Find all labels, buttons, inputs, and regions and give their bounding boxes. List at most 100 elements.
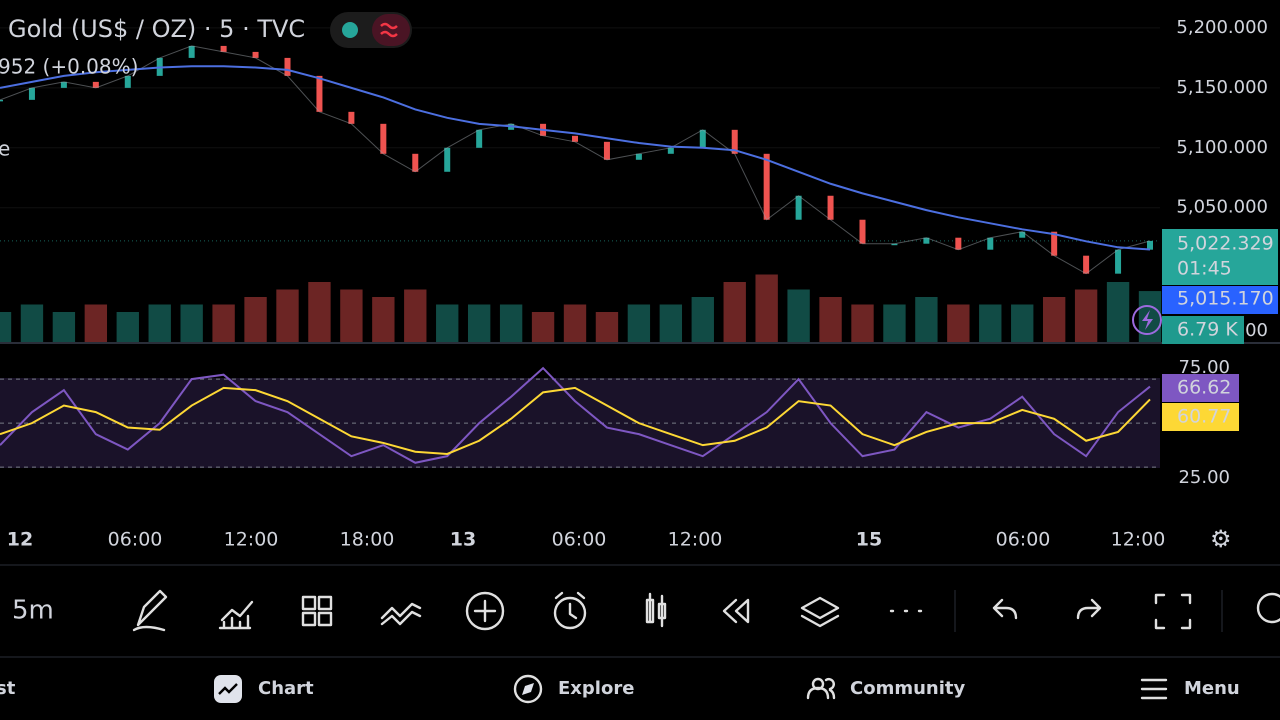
candle bbox=[1051, 231, 1058, 256]
ma-badge bbox=[1162, 286, 1278, 314]
candle bbox=[827, 195, 834, 220]
rsi-ma-label: 60.77 bbox=[1177, 406, 1231, 428]
indicators[interactable] bbox=[218, 600, 254, 630]
y-tick-label: 5,200.000 bbox=[1176, 17, 1268, 38]
volume-bar bbox=[595, 312, 619, 342]
rsi-badge bbox=[1162, 374, 1239, 402]
volume-bar bbox=[883, 304, 906, 342]
candle bbox=[763, 153, 770, 220]
object-tree[interactable] bbox=[800, 596, 840, 628]
interval-button[interactable]: 5m bbox=[12, 596, 54, 626]
candle bbox=[476, 129, 483, 148]
explore-needle bbox=[522, 683, 534, 695]
price-change: 952 (+0.08%) bbox=[0, 55, 138, 79]
nav-item[interactable]: Menu bbox=[1184, 678, 1240, 699]
rsi-tick-label: 25.00 bbox=[1178, 467, 1230, 488]
countdown: 01:45 bbox=[1177, 258, 1232, 280]
candle bbox=[380, 123, 387, 154]
candle bbox=[987, 237, 994, 250]
undo[interactable] bbox=[992, 598, 1018, 620]
candle bbox=[124, 75, 131, 88]
nav-item[interactable]: st bbox=[0, 678, 16, 699]
legend-fragment: e bbox=[0, 137, 10, 161]
candle bbox=[795, 195, 802, 220]
candle bbox=[667, 147, 674, 154]
volume-bar bbox=[627, 304, 651, 342]
volume-badge bbox=[1162, 316, 1244, 344]
volume-axis-fragment: 00 bbox=[1245, 320, 1268, 341]
flash-icon[interactable] bbox=[1132, 305, 1162, 335]
x-tick-label: 12:00 bbox=[1111, 529, 1166, 551]
moving-average bbox=[0, 65, 1151, 251]
market-open-dot bbox=[342, 22, 358, 38]
candle bbox=[252, 51, 259, 58]
candle bbox=[28, 87, 35, 100]
last-price-label: 5,022.329 bbox=[1177, 233, 1274, 255]
chart-title: Gold (US$ / OZ) · 5 · TVC bbox=[8, 15, 305, 43]
zoom[interactable] bbox=[1256, 592, 1280, 624]
candle bbox=[955, 237, 962, 250]
volume-bar bbox=[467, 304, 491, 342]
compare[interactable] bbox=[380, 602, 422, 626]
x-tick-label: 12 bbox=[7, 529, 33, 551]
rsi-line bbox=[0, 366, 1151, 464]
toolbar-icons bbox=[132, 589, 1280, 632]
candle bbox=[92, 81, 99, 88]
candle bbox=[731, 129, 738, 154]
ma-label: 5,015.170 bbox=[1177, 288, 1274, 310]
volume-bar bbox=[372, 297, 395, 342]
nav-item[interactable]: Community bbox=[850, 678, 965, 699]
last-price-badge bbox=[1162, 229, 1278, 285]
x-tick-label: 18:00 bbox=[340, 529, 395, 551]
fullscreen[interactable] bbox=[1154, 593, 1192, 630]
draw-tool[interactable] bbox=[132, 589, 168, 632]
rsi-ma-line bbox=[0, 386, 1151, 455]
add[interactable] bbox=[465, 591, 505, 631]
rsi-ma-badge bbox=[1162, 403, 1239, 431]
volume-bar bbox=[212, 304, 235, 342]
layouts[interactable] bbox=[301, 595, 333, 627]
x-tick-label: 06:00 bbox=[108, 529, 163, 551]
nav-bar: st Chart Explore Community Menu bbox=[0, 678, 1240, 699]
volume-bar bbox=[851, 304, 874, 342]
volume-bar bbox=[723, 282, 746, 342]
x-tick-label: 13 bbox=[450, 529, 476, 551]
volume-bar bbox=[20, 304, 44, 342]
volume-bar bbox=[0, 312, 12, 342]
volume-bar bbox=[436, 304, 459, 342]
redo[interactable] bbox=[1076, 598, 1102, 620]
alert-hands bbox=[554, 591, 586, 620]
nav-item[interactable]: Chart bbox=[258, 678, 314, 699]
candle bbox=[572, 135, 578, 142]
candle bbox=[891, 243, 898, 246]
menu-icon bbox=[1140, 678, 1168, 700]
nav-item[interactable]: Explore bbox=[558, 678, 634, 699]
x-tick-label: 12:00 bbox=[224, 529, 279, 551]
settings-icon[interactable]: ⚙ bbox=[1210, 525, 1232, 553]
rsi-tick-label: 75.00 bbox=[1178, 357, 1230, 378]
candle bbox=[1083, 255, 1090, 274]
volume-bar bbox=[755, 274, 778, 342]
alert[interactable] bbox=[553, 596, 587, 630]
chart-type[interactable] bbox=[645, 592, 667, 628]
candle bbox=[220, 45, 227, 52]
y-tick-label: 5,150.000 bbox=[1176, 77, 1268, 98]
volume-bar bbox=[915, 297, 938, 342]
replay[interactable] bbox=[722, 598, 750, 624]
community-icon bbox=[806, 677, 836, 700]
candle bbox=[284, 57, 291, 76]
volume-bar bbox=[979, 304, 1002, 342]
candle bbox=[316, 75, 323, 112]
volume-bar bbox=[531, 312, 555, 342]
volume-bar bbox=[404, 289, 427, 342]
x-tick-label: 12:00 bbox=[668, 529, 723, 551]
volume-bar bbox=[244, 297, 267, 342]
volume-bar bbox=[52, 312, 76, 342]
volume-bar bbox=[787, 289, 810, 342]
volume-bar bbox=[180, 304, 203, 342]
flash-bolt bbox=[1142, 310, 1153, 330]
candle bbox=[1019, 231, 1026, 238]
candle bbox=[603, 141, 610, 160]
